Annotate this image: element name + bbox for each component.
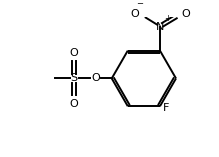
Text: S: S — [71, 73, 78, 83]
Text: +: + — [164, 14, 171, 23]
Text: −: − — [136, 0, 143, 8]
Text: N: N — [156, 22, 164, 32]
Text: O: O — [70, 99, 79, 109]
Text: O: O — [70, 48, 79, 58]
Text: O: O — [91, 73, 100, 83]
Text: F: F — [163, 103, 169, 113]
Text: O: O — [181, 9, 190, 19]
Text: O: O — [131, 9, 140, 19]
